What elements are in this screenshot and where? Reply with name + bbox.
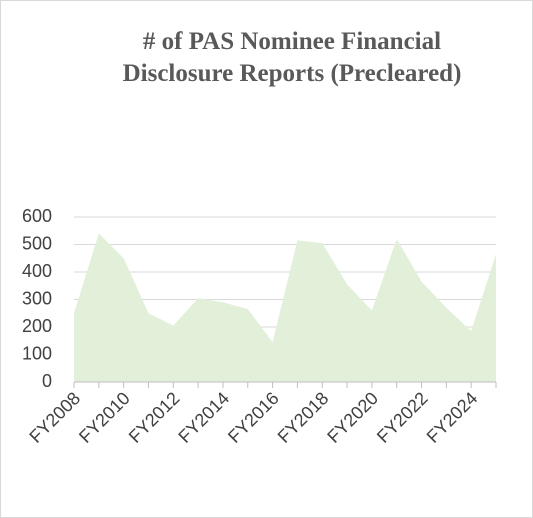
- y-tick-label: 400: [22, 261, 52, 281]
- chart-title: # of PAS Nominee Financial Disclosure Re…: [122, 28, 462, 87]
- x-tick-label: FY2012: [125, 388, 184, 447]
- y-tick-label: 100: [22, 343, 52, 363]
- x-tick-label: FY2014: [174, 388, 233, 447]
- y-tick-label: 600: [22, 206, 52, 226]
- y-tick-label: 300: [22, 288, 52, 308]
- x-tick-label: FY2024: [423, 388, 482, 447]
- x-tick-label: FY2010: [75, 388, 134, 447]
- x-tick-label: FY2008: [25, 388, 84, 447]
- x-tick-label: FY2018: [274, 388, 333, 447]
- area: [74, 233, 496, 382]
- x-tick-label: FY2016: [224, 388, 283, 447]
- x-tick-label: FY2022: [373, 388, 432, 447]
- x-tick-label: FY2020: [323, 388, 382, 447]
- y-tick-label: 0: [42, 371, 52, 391]
- y-tick-label: 500: [22, 233, 52, 253]
- y-tick-label: 200: [22, 316, 52, 336]
